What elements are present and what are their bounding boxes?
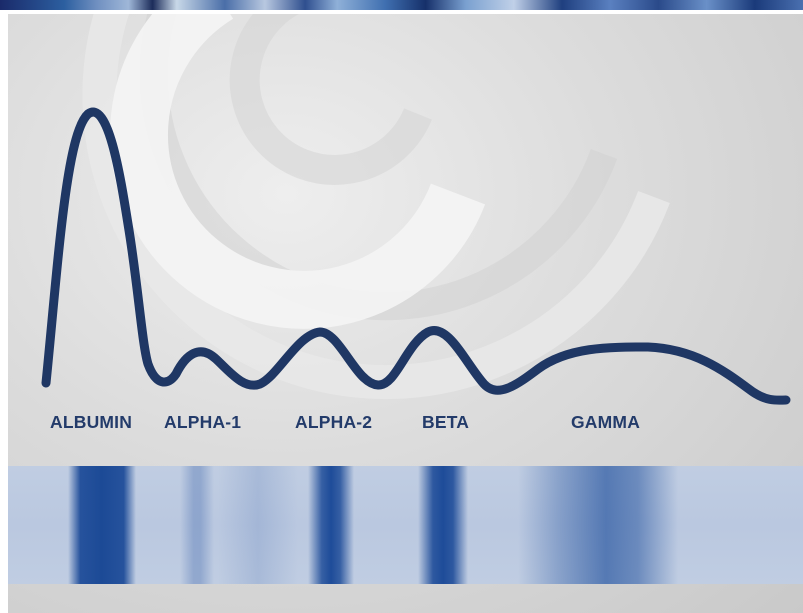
alpha1-band [180,466,214,584]
protein-curve [41,107,791,405]
beta-label: BETA [422,412,470,432]
alpha1-label: ALPHA-1 [164,412,242,432]
alpha2-band [308,466,354,584]
gamma-band [518,466,678,584]
albumin-label: ALBUMIN [50,412,133,432]
top-image-strip [0,0,803,10]
electrophoresis-illustration: ALBUMIN ALPHA-1 ALPHA-2 BETA GAMMA [8,14,803,613]
alpha2-label: ALPHA-2 [295,412,373,432]
alpha1-shoulder [218,466,298,584]
beta-band [418,466,468,584]
top-strip-separator [0,10,803,14]
electrophoresis-curve [41,107,791,405]
gamma-label: GAMMA [571,412,641,432]
albumin-band [68,466,136,584]
